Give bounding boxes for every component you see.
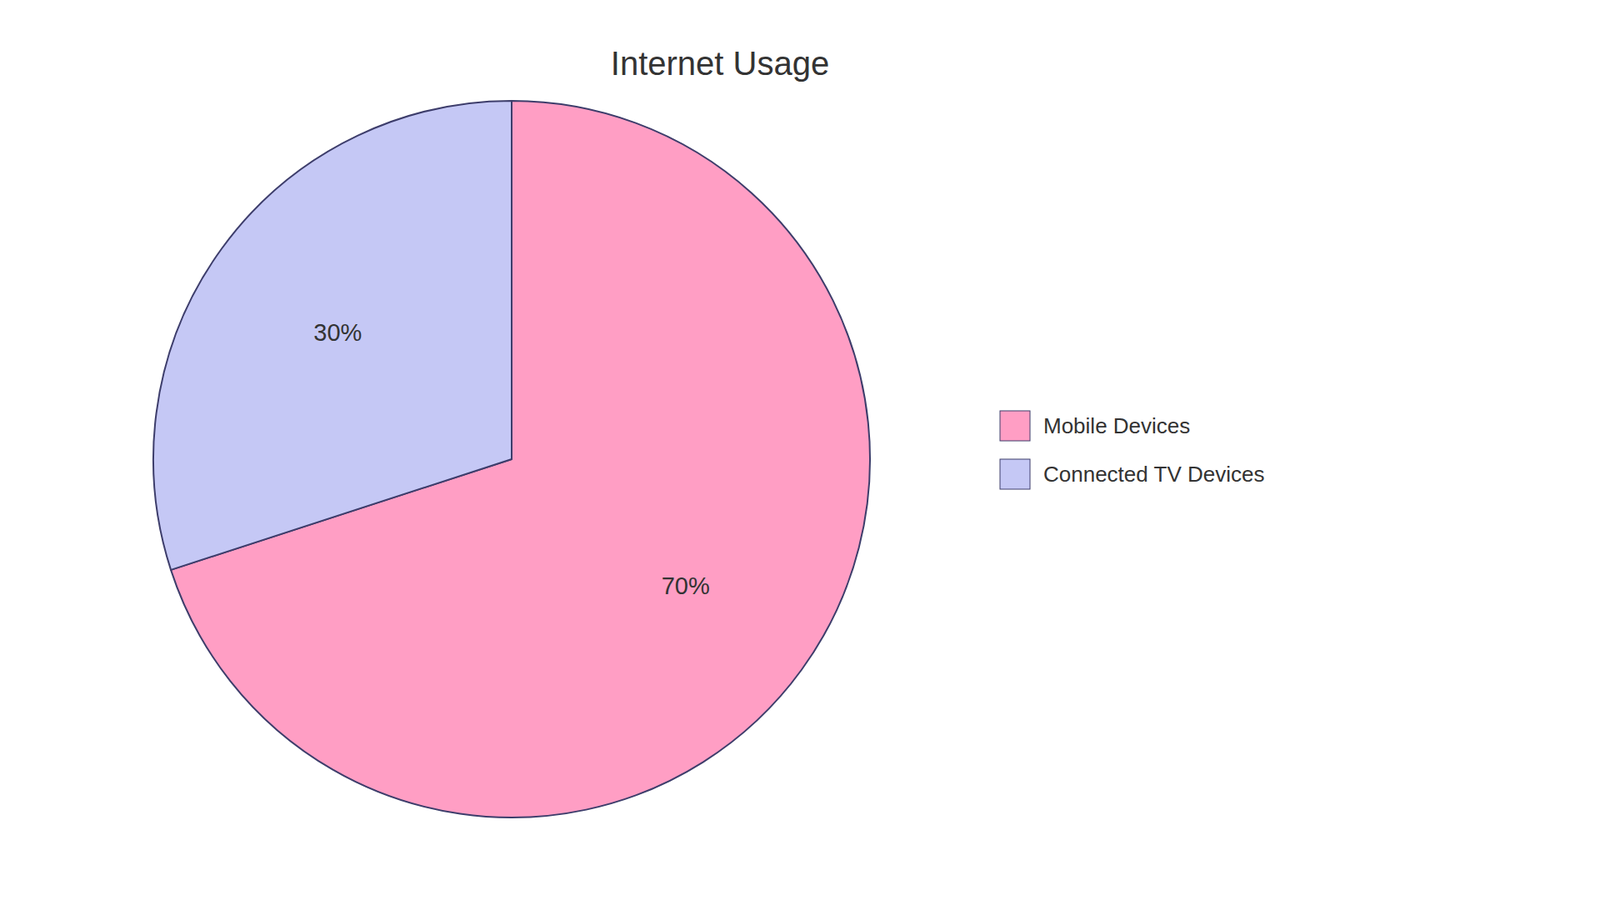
chart-svg: Internet Usage 70% 30% Mobile Devices Connec… <box>0 0 1600 900</box>
legend-swatch <box>1000 410 1030 441</box>
legend-label: Connected TV Devices <box>1043 461 1265 487</box>
chart-container: Internet Usage 70% 30% Mobile Devices Connec… <box>0 0 1600 900</box>
data-label: 30% <box>313 319 362 346</box>
legend-label: Mobile Devices <box>1043 413 1190 439</box>
data-label: 70% <box>661 572 710 600</box>
pie <box>153 100 870 818</box>
data-labels: 70% 30% <box>313 319 710 599</box>
legend: Mobile Devices Connected TV Devices <box>1000 410 1265 490</box>
pie-slice <box>153 100 512 570</box>
legend-swatch <box>1000 459 1030 490</box>
background <box>0 0 1600 900</box>
chart-title: Internet Usage <box>610 45 830 82</box>
